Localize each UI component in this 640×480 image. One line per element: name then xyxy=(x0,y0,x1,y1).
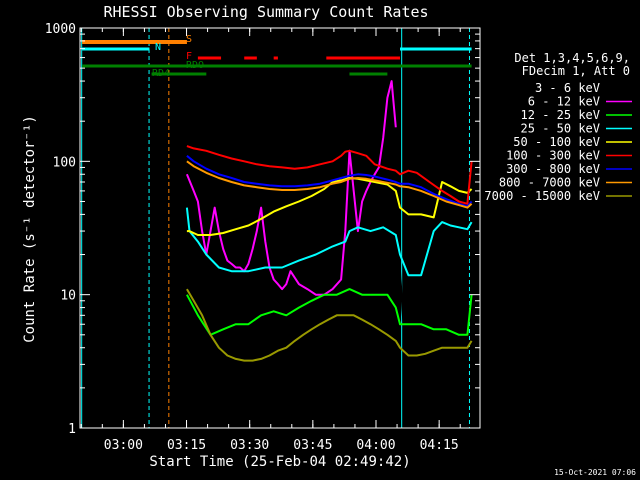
status-label-f: F xyxy=(186,51,192,62)
legend-label-300-800-kev: 300 - 800 keV xyxy=(506,162,600,176)
x-tick-label: 03:45 xyxy=(293,438,332,453)
status-label-rdo: RDO xyxy=(186,60,204,71)
series-group xyxy=(185,80,473,418)
x-tick-label: 03:30 xyxy=(230,438,269,453)
x-tick-label: 03:15 xyxy=(167,438,206,453)
y-tick-label: 1000 xyxy=(45,22,76,37)
series-line-3-6-kev xyxy=(185,83,414,418)
legend-label-50-100-kev: 50 - 100 keV xyxy=(513,135,600,149)
y-tick-label: 10 xyxy=(60,289,76,304)
status-label-s: S xyxy=(186,34,192,45)
x-axis: 03:00 03:15 03:30 03:45 04:00 04:15 xyxy=(80,28,461,453)
x-tick-label: 03:00 xyxy=(104,438,143,453)
legend-header: FDecim 1, Att 0 xyxy=(522,64,630,78)
series-line-300-800-kev xyxy=(186,155,473,208)
legend: Det 1,3,4,5,6,9,FDecim 1, Att 0 3 - 6 keV… xyxy=(484,51,632,203)
x-tick-label: 04:15 xyxy=(420,438,459,453)
series-line-50-100-kev xyxy=(186,177,473,236)
footer-timestamp: 15-Oct-2021 07:06 xyxy=(554,468,636,477)
x-axis-label: Start Time (25-Feb-04 02:49:42) xyxy=(149,454,410,470)
y-tick-label: 1 xyxy=(68,422,76,437)
y-axis-label: Count Rate (s⁻¹ detector⁻¹) xyxy=(22,115,38,343)
series-line-12-25-kev xyxy=(186,288,473,336)
series-line-100-300-kev xyxy=(186,145,473,205)
legend-label-100-300-kev: 100 - 300 keV xyxy=(506,149,600,163)
status-label-rd4: RD4 xyxy=(152,68,170,79)
legend-label-800-7000-kev: 800 - 7000 keV xyxy=(499,176,600,190)
y-tick-label: 100 xyxy=(53,155,76,170)
legend-header: Det 1,3,4,5,6,9, xyxy=(514,51,630,65)
legend-label-3-6-kev: 3 - 6 keV xyxy=(535,81,600,95)
legend-label-6-12-kev: 6 - 12 keV xyxy=(528,95,600,109)
series-line-7000-15000-kev xyxy=(186,288,473,362)
x-tick-label: 04:00 xyxy=(356,438,395,453)
plot-frame xyxy=(79,27,481,429)
y-axis: 1 10 100 1000 xyxy=(45,22,480,437)
legend-label-25-50-kev: 25 - 50 keV xyxy=(521,122,600,136)
series-line-25-50-kev xyxy=(185,207,473,277)
chart-title: RHESSI Observing Summary Count Rates xyxy=(103,3,428,21)
legend-label-7000-15000-kev: 7000 - 15000 keV xyxy=(484,189,600,203)
series-line-800-7000-kev xyxy=(186,160,473,209)
legend-label-12-25-kev: 12 - 25 keV xyxy=(521,108,600,122)
status-label-n: N xyxy=(155,42,161,53)
vertical-markers xyxy=(81,28,470,428)
